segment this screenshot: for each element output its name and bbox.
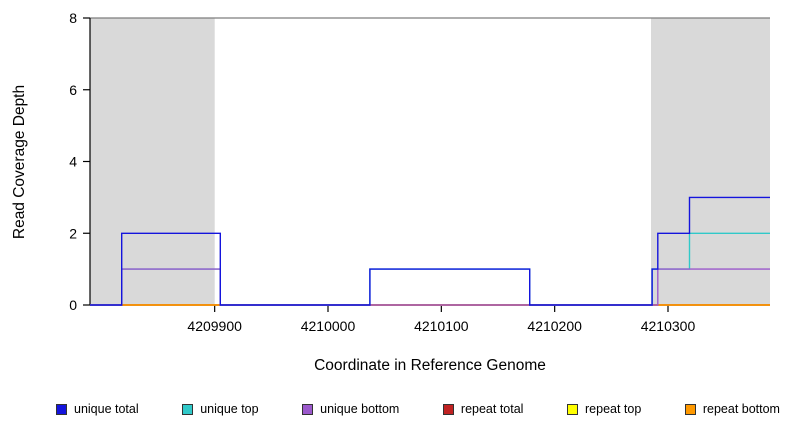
series-line-unique-total (90, 196, 770, 306)
legend-swatch-unique-total (56, 403, 67, 415)
y-tick-label: 2 (69, 225, 77, 241)
legend-swatch-repeat-bottom (684, 403, 696, 415)
legend-label-repeat-bottom: repeat bottom (702, 402, 780, 416)
y-tick-label: 4 (69, 154, 77, 170)
shaded-regions-layer (90, 18, 770, 305)
legend-label-repeat-top: repeat top (585, 402, 642, 416)
legend-label-unique-total: unique total (74, 402, 139, 416)
x-tick-label: 4210100 (414, 318, 469, 334)
legend-item-repeat-total: repeat total (442, 402, 524, 416)
legend-swatch-unique-bottom (302, 403, 314, 415)
coverage-chart: 4209900 4210000 4210100 4210200 4210300 0 2 4 6 8… (11, 10, 770, 374)
legend: unique total unique top unique bottom re… (0, 392, 792, 432)
legend-label-repeat-total: repeat total (460, 402, 524, 416)
legend-item-unique-total: unique total (56, 402, 139, 416)
legend-item-unique-bottom: unique bottom (302, 402, 399, 416)
legend-swatch-repeat-total (442, 403, 454, 415)
x-tick-label: 4210000 (301, 318, 356, 334)
shaded-region (90, 18, 215, 305)
legend-item-repeat-bottom: repeat bottom (684, 402, 780, 416)
x-axis-title: Coordinate in Reference Genome (314, 357, 546, 374)
legend-swatch-repeat-top (567, 403, 578, 415)
y-tick-label: 0 (69, 297, 77, 313)
legend-label-unique-top: unique top (200, 402, 259, 416)
axes-layer: 4209900 4210000 4210100 4210200 4210300 0 2 4 6 8 (69, 10, 770, 334)
y-tick-label: 8 (69, 10, 77, 26)
legend-item-unique-top: unique top (182, 402, 259, 416)
x-tick-label: 4210200 (527, 318, 582, 334)
legend-label-unique-bottom: unique bottom (320, 402, 400, 416)
y-axis-title: Read Coverage Depth (11, 85, 28, 239)
legend-item-repeat-top: repeat top (567, 402, 641, 416)
x-tick-label: 4210300 (641, 318, 696, 334)
x-tick-label: 4209900 (187, 318, 242, 334)
shaded-region (651, 18, 770, 305)
y-tick-label: 6 (69, 82, 77, 98)
legend-swatch-unique-top (182, 403, 194, 415)
series-layer (90, 196, 770, 306)
